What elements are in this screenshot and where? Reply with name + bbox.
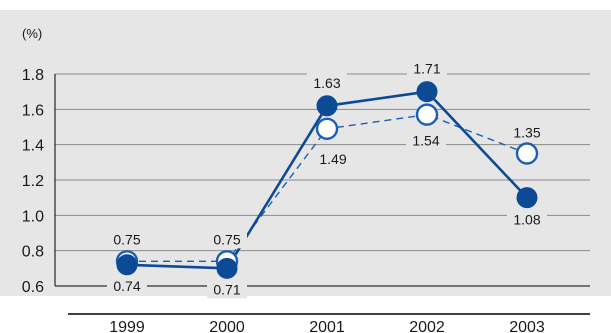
- x-tick-label: 2001: [309, 319, 345, 333]
- plot-background: [0, 10, 611, 296]
- y-tick-label: 1.8: [22, 67, 44, 84]
- x-tick-label: 2003: [509, 319, 545, 333]
- y-tick-label: 1.6: [22, 102, 44, 119]
- data-label-bg: [207, 279, 247, 299]
- open-circle-marker: [315, 117, 339, 140]
- y-tick-label: 1.4: [22, 138, 44, 155]
- solid-series-data-label: 1.71: [413, 61, 440, 77]
- data-label-bg: [507, 209, 547, 229]
- data-label-bg: [313, 148, 353, 168]
- y-tick-labels: 0.6 0.8 1.0 1.2 1.4 1.6 1.8: [22, 67, 44, 296]
- data-labels: 0.74 0.71 1.63 1.71 1.08 0.75 0.75 1.49 1.54 1.35: [107, 58, 547, 299]
- y-unit-label: (%): [22, 26, 42, 41]
- filled-circle-marker: [516, 187, 538, 209]
- data-label-bg: [207, 229, 247, 249]
- data-label-bg: [407, 58, 447, 78]
- filled-circle-marker: [116, 254, 138, 276]
- solid-series-data-label: 0.74: [113, 278, 140, 294]
- data-label-bg: [307, 72, 347, 92]
- y-tick-label: 0.8: [22, 244, 44, 261]
- y-tick-label: 0.6: [22, 279, 44, 296]
- solid-series-data-label: 0.71: [213, 281, 240, 297]
- open-circle-marker: [415, 103, 439, 126]
- filled-circle-marker: [416, 81, 438, 103]
- filled-circle-marker: [316, 95, 338, 117]
- data-label-bg: [107, 275, 147, 295]
- solid-series-data-label: 1.08: [513, 212, 540, 228]
- dashed-series-data-label: 1.35: [513, 125, 540, 141]
- dashed-series-data-label: 0.75: [213, 231, 240, 247]
- dashed-series-data-label: 1.54: [412, 133, 439, 149]
- dashed-series-data-label: 1.49: [319, 151, 346, 167]
- dashed-series-data-label: 0.75: [113, 231, 140, 247]
- data-label-bg: [507, 122, 547, 142]
- x-tick-labels: 1999 2000 2001 2002 2003: [109, 319, 545, 333]
- y-tick-label: 1.0: [22, 208, 44, 225]
- series: [115, 81, 539, 279]
- open-circle-marker: [515, 142, 539, 165]
- data-label-bg: [107, 229, 147, 249]
- data-label-bg: [406, 130, 446, 150]
- x-tick-label: 2000: [209, 319, 245, 333]
- x-tick-label: 2002: [409, 319, 445, 333]
- solid-series-data-label: 1.63: [313, 75, 340, 91]
- x-tick-label: 1999: [109, 319, 145, 333]
- filled-circle-marker: [216, 257, 238, 279]
- y-tick-label: 1.2: [22, 173, 44, 190]
